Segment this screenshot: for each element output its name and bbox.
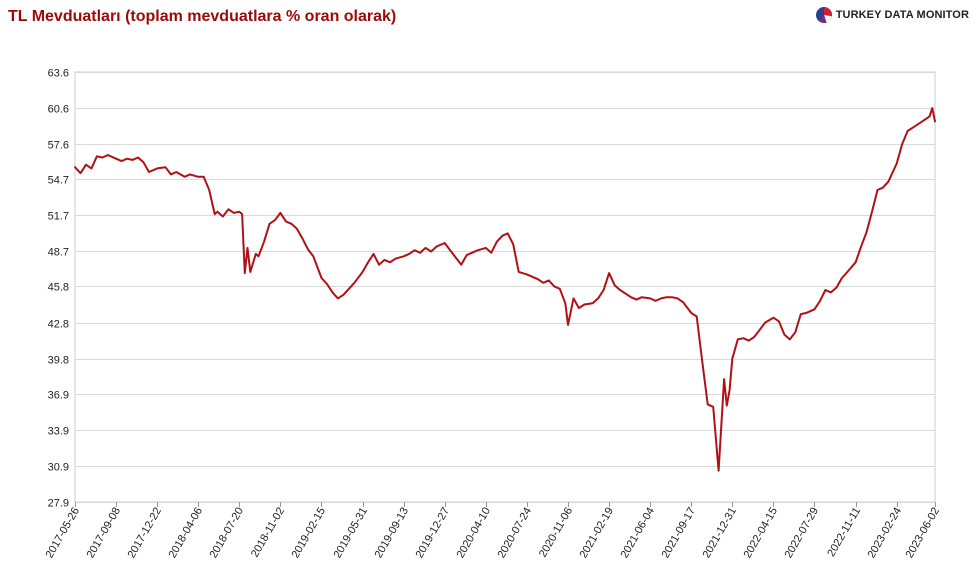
y-tick-label: 57.6 <box>48 140 69 152</box>
y-tick-label: 42.8 <box>48 319 69 331</box>
y-tick-label: 48.7 <box>48 247 69 259</box>
y-tick-label: 45.8 <box>48 282 69 294</box>
x-tick-label: 2018-04-06 <box>167 506 206 561</box>
y-tick-label: 60.6 <box>48 104 69 116</box>
x-tick-label: 2018-11-02 <box>249 506 287 560</box>
x-tick-label: 2019-09-13 <box>373 506 412 561</box>
x-tick-label: 2020-04-10 <box>455 506 494 561</box>
x-tick-label: 2023-02-24 <box>866 506 905 561</box>
y-tick-label: 30.9 <box>48 462 69 474</box>
y-tick-label: 33.9 <box>48 426 69 438</box>
x-tick-label: 2021-12-31 <box>701 506 740 561</box>
x-tick-label: 2022-04-15 <box>742 506 781 561</box>
x-tick-label: 2020-07-24 <box>496 506 535 561</box>
x-tick-label: 2020-11-06 <box>537 506 575 560</box>
brand-logo: TURKEY DATA MONITOR <box>815 6 969 24</box>
x-tick-label: 2021-09-17 <box>660 506 699 561</box>
pie-logo-icon <box>815 7 832 24</box>
y-tick-label: 54.7 <box>48 175 69 187</box>
y-tick-label: 36.9 <box>48 390 69 402</box>
y-tick-label: 27.9 <box>48 498 69 510</box>
x-tick-label: 2021-02-19 <box>578 506 617 561</box>
x-tick-label: 2017-05-26 <box>44 506 83 561</box>
y-tick-label: 39.8 <box>48 355 69 367</box>
chart-title: TL Mevduatları (toplam mevduatlara % ora… <box>8 8 397 25</box>
x-tick-label: 2018-07-20 <box>208 506 247 561</box>
x-tick-label: 2022-07-29 <box>783 506 822 561</box>
x-tick-label: 2019-05-31 <box>332 506 371 561</box>
series-line <box>74 107 936 472</box>
y-tick-label: 51.7 <box>48 211 69 223</box>
x-tick-label: 2021-06-04 <box>619 506 658 561</box>
x-tick-label: 2019-02-15 <box>290 506 329 561</box>
brand-name: TURKEY DATA MONITOR <box>835 9 969 21</box>
x-tick-label: 2017-12-22 <box>126 506 165 561</box>
x-tick-label: 2022-11-11 <box>825 506 863 559</box>
x-tick-label: 2017-09-08 <box>85 506 124 561</box>
y-tick-label: 63.6 <box>48 68 69 80</box>
x-tick-label: 2019-12-27 <box>414 506 453 561</box>
x-tick-label: 2023-06-02 <box>904 506 943 561</box>
